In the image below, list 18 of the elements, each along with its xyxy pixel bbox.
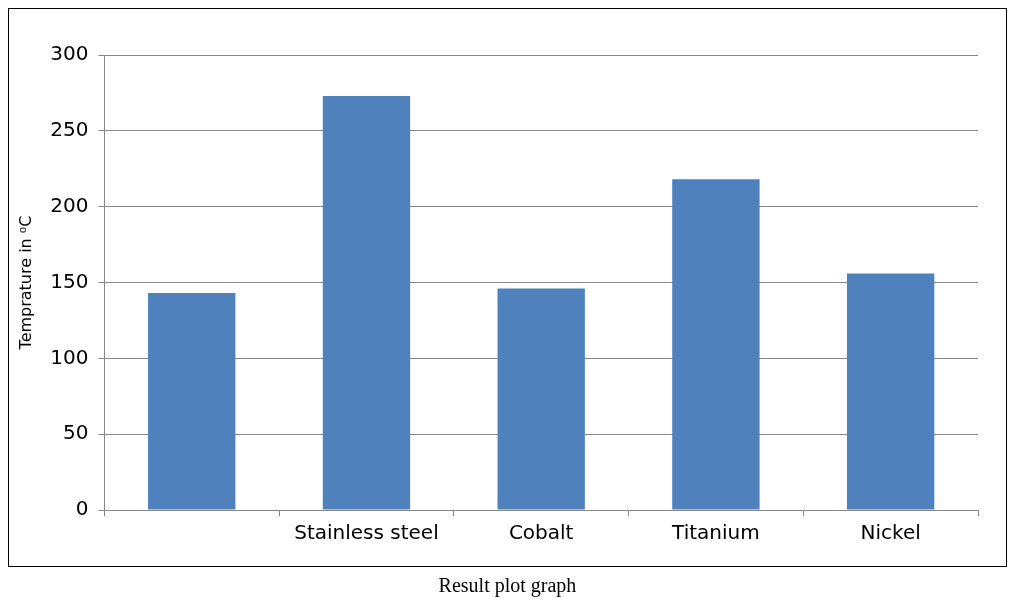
x-tick-label: Stainless steel bbox=[294, 520, 439, 545]
x-tick-label: Cobalt bbox=[508, 520, 574, 545]
y-tick-label: 0 bbox=[75, 496, 89, 521]
y-tick-label: 150 bbox=[50, 268, 89, 293]
bar bbox=[497, 288, 585, 510]
text: Result plot graph bbox=[437, 574, 578, 597]
y-tick-label: 50 bbox=[62, 420, 89, 445]
y-tick-label: 200 bbox=[50, 192, 89, 217]
x-tick-label: Nickel bbox=[860, 520, 921, 545]
y-axis-title: Temprature in ⁰C bbox=[15, 215, 35, 351]
y-tick-label: 300 bbox=[50, 41, 89, 66]
bar bbox=[148, 293, 236, 510]
bar bbox=[846, 273, 935, 510]
x-tick-label: Titanium bbox=[671, 520, 760, 545]
bar bbox=[672, 179, 760, 510]
y-tick-label: 250 bbox=[50, 117, 89, 142]
bar bbox=[322, 95, 411, 510]
y-tick-label: 100 bbox=[50, 344, 89, 369]
